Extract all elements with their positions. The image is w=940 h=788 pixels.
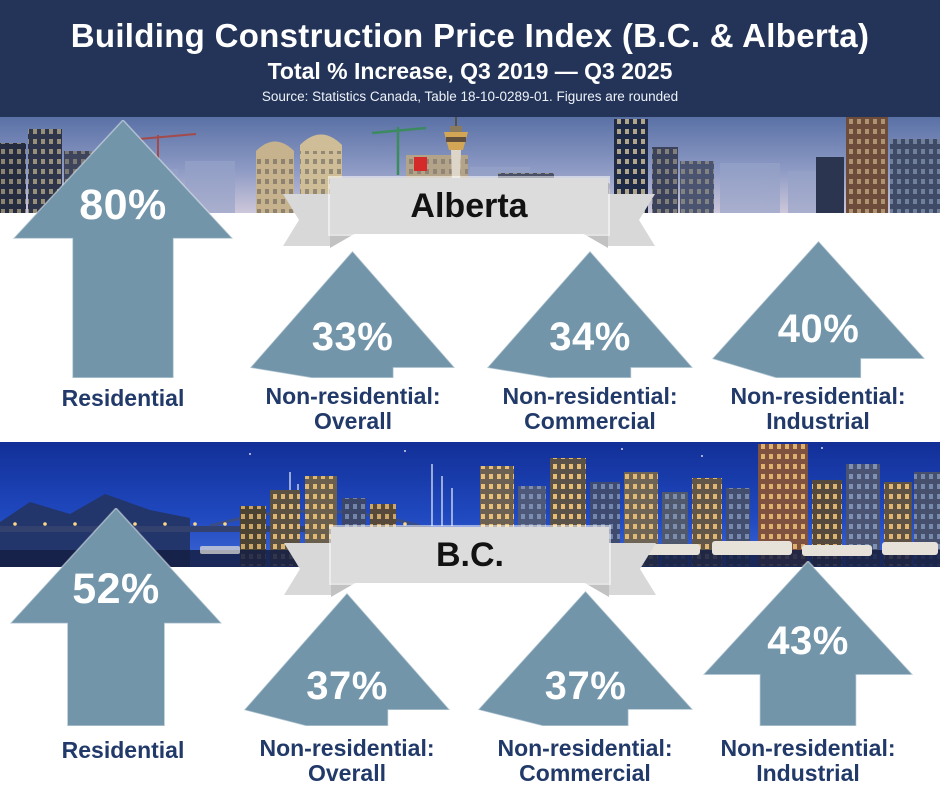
arrow-bc-residential (10, 508, 222, 726)
value-bc-overall: 37% (306, 664, 388, 708)
ribbon-fold-left (330, 233, 356, 248)
ribbon-fold-right (582, 233, 608, 248)
page-subtitle: Total % Increase, Q3 2019 — Q3 2025 (267, 58, 673, 84)
label-alberta-commercial: Non-residential: Commercial (502, 383, 678, 434)
value-alberta-residential: 80% (79, 181, 167, 229)
label-alberta-residential: Residential (61, 385, 185, 411)
ribbon-alberta: Alberta (330, 178, 608, 234)
arrow-bc-overall (244, 593, 450, 726)
value-bc-industrial: 43% (767, 619, 849, 663)
ribbon-tail-left (283, 194, 333, 246)
source-note: Source: Statistics Canada, Table 18-10-0… (261, 89, 679, 104)
label-bc-residential: Residential (61, 737, 185, 763)
ribbon-tail-right (605, 194, 655, 246)
label-alberta-overall: Non-residential: Overall (265, 383, 441, 434)
arrow-alberta-commercial (487, 251, 693, 378)
arrow-alberta-overall (250, 251, 455, 378)
arrow-bc-commercial (478, 591, 693, 726)
value-bc-commercial: 37% (544, 664, 627, 708)
label-bc-industrial: Non-residential: Industrial (720, 735, 896, 786)
arrow-bc-industrial (703, 561, 913, 726)
marina-boats (200, 541, 938, 556)
value-alberta-industrial: 40% (777, 307, 860, 351)
page-title: Building Construction Price Index (B.C. … (70, 17, 870, 54)
ribbon-tail-right (606, 543, 656, 595)
red-sign (414, 157, 427, 171)
arrow-alberta-residential (13, 120, 233, 378)
ribbon-bc: B.C. (331, 527, 609, 583)
value-bc-residential: 52% (72, 565, 160, 613)
value-alberta-overall: 33% (311, 315, 394, 359)
label-bc-overall: Non-residential: Overall (259, 735, 435, 786)
label-bc-commercial: Non-residential: Commercial (497, 735, 673, 786)
header: Building Construction Price Index (B.C. … (0, 0, 940, 117)
label-alberta-industrial: Non-residential: Industrial (730, 383, 906, 434)
ribbon-tail-left (284, 543, 334, 595)
arrow-alberta-industrial (712, 241, 925, 378)
value-alberta-commercial: 34% (549, 315, 631, 359)
